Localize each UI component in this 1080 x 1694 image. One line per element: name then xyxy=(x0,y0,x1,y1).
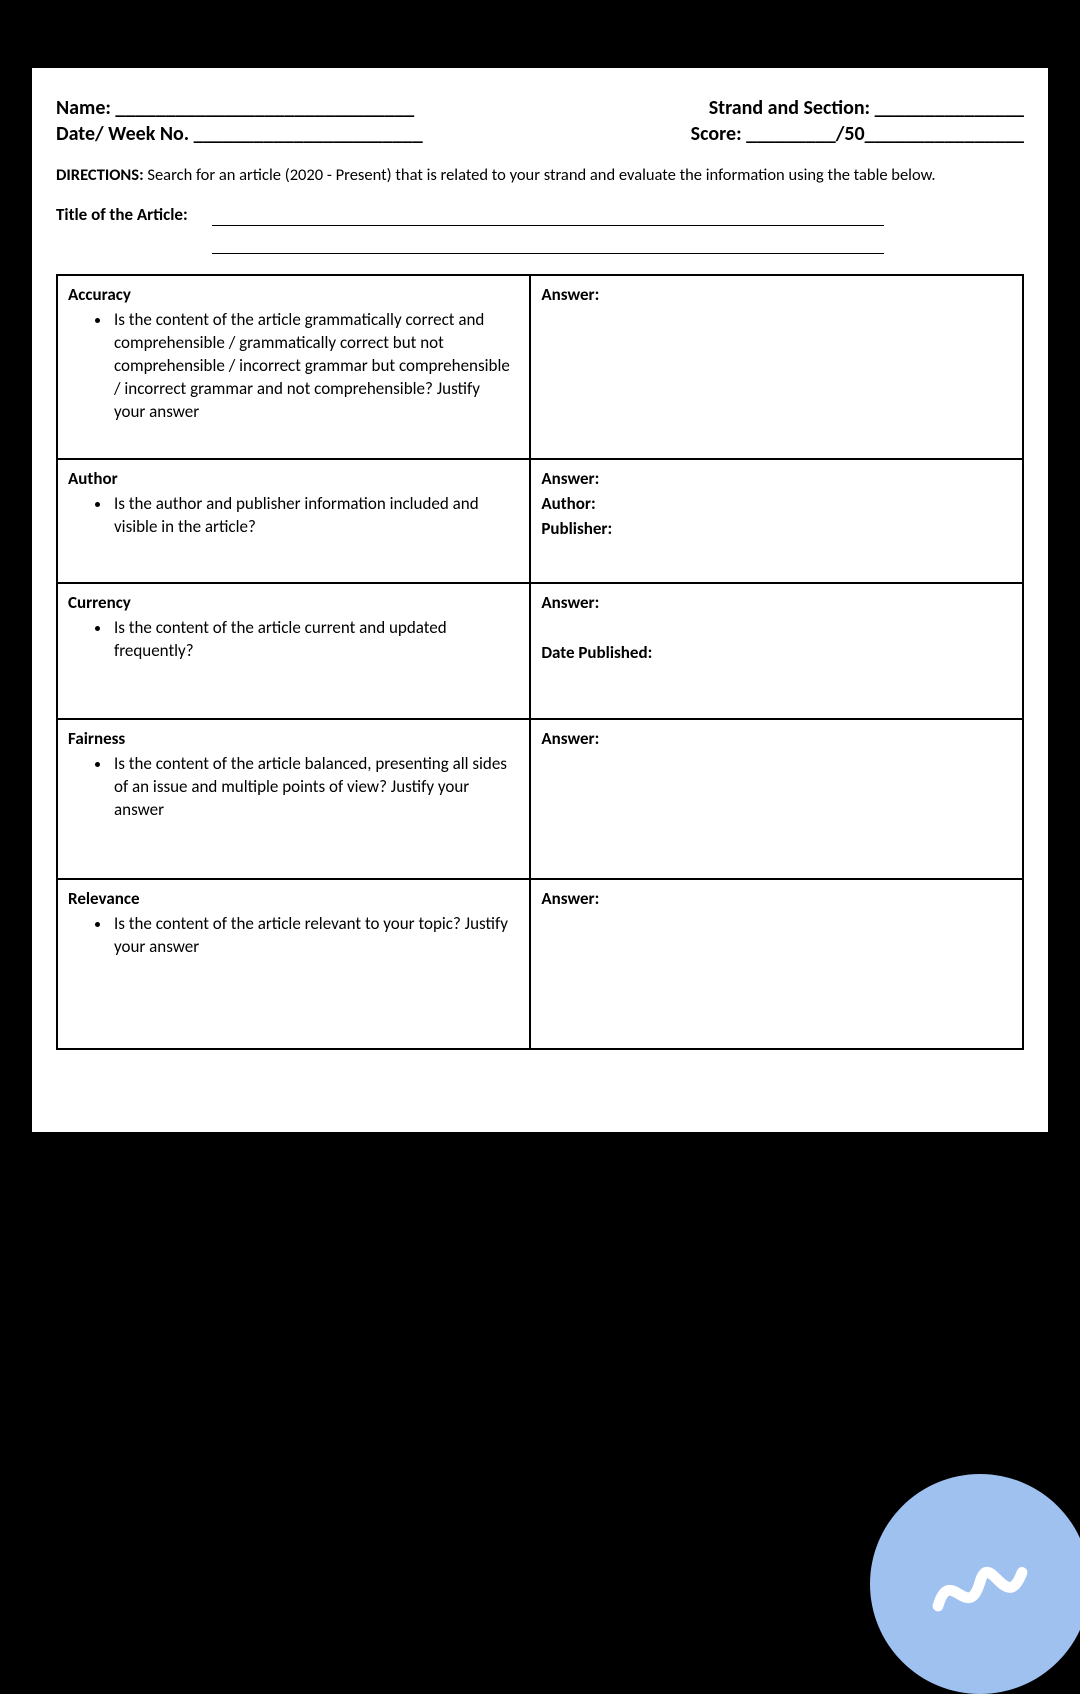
article-title-lines[interactable] xyxy=(212,204,1024,260)
criterion-title: Author xyxy=(68,468,519,491)
article-title-line-2[interactable] xyxy=(212,232,884,254)
scribble-badge xyxy=(870,1474,1080,1694)
criterion-question: Is the content of the article grammatica… xyxy=(112,309,519,424)
answer-cell[interactable]: Answer: Author: Publisher: xyxy=(530,459,1023,583)
article-title-label: Title of the Article: xyxy=(56,204,212,260)
criterion-question-list: Is the content of the article grammatica… xyxy=(68,309,519,424)
answer-label: Answer: xyxy=(541,284,599,305)
criterion-question-list: Is the content of the article balanced, … xyxy=(68,753,519,822)
criterion-question: Is the content of the article balanced, … xyxy=(112,753,519,822)
table-row: FairnessIs the content of the article ba… xyxy=(57,719,1023,879)
date-field[interactable]: Date/ Week No. _______________________ xyxy=(56,122,423,146)
criterion-cell: AuthorIs the author and publisher inform… xyxy=(57,459,530,583)
answer-label: Author: xyxy=(541,493,595,514)
answer-label: Publisher: xyxy=(541,518,612,539)
header-row-1: Name: ______________________________ Str… xyxy=(56,96,1024,120)
strand-field[interactable]: Strand and Section: _______________ xyxy=(709,96,1024,120)
worksheet-page: Name: ______________________________ Str… xyxy=(32,68,1048,1132)
criterion-question-list: Is the content of the article current an… xyxy=(68,617,519,663)
directions-body: Search for an article (2020 - Present) t… xyxy=(144,165,936,185)
criterion-question: Is the content of the article current an… xyxy=(112,617,519,663)
criterion-title: Accuracy xyxy=(68,284,519,307)
criterion-title: Currency xyxy=(68,592,519,615)
answer-label: Answer: xyxy=(541,728,599,749)
criterion-cell: FairnessIs the content of the article ba… xyxy=(57,719,530,879)
answer-label: Answer: xyxy=(541,592,599,613)
criterion-title: Fairness xyxy=(68,728,519,751)
criterion-question-list: Is the author and publisher information … xyxy=(68,493,519,539)
criterion-cell: CurrencyIs the content of the article cu… xyxy=(57,583,530,719)
criterion-cell: RelevanceIs the content of the article r… xyxy=(57,879,530,1049)
criterion-question-list: Is the content of the article relevant t… xyxy=(68,913,519,959)
answer-label: Answer: xyxy=(541,468,599,489)
table-row: AccuracyIs the content of the article gr… xyxy=(57,275,1023,459)
answer-cell[interactable]: Answer: xyxy=(530,879,1023,1049)
answer-cell[interactable]: Answer: xyxy=(530,719,1023,879)
criterion-question: Is the author and publisher information … xyxy=(112,493,519,539)
criterion-cell: AccuracyIs the content of the article gr… xyxy=(57,275,530,459)
criterion-title: Relevance xyxy=(68,888,519,911)
name-field[interactable]: Name: ______________________________ xyxy=(56,96,414,120)
answer-cell[interactable]: Answer: xyxy=(530,275,1023,459)
article-title-line-1[interactable] xyxy=(212,204,884,226)
answer-label: Answer: xyxy=(541,888,599,909)
directions-text: DIRECTIONS: Search for an article (2020 … xyxy=(56,164,1024,186)
table-row: AuthorIs the author and publisher inform… xyxy=(57,459,1023,583)
table-row: RelevanceIs the content of the article r… xyxy=(57,879,1023,1049)
evaluation-table: AccuracyIs the content of the article gr… xyxy=(56,274,1024,1050)
criterion-question: Is the content of the article relevant t… xyxy=(112,913,519,959)
article-title-row: Title of the Article: xyxy=(56,204,1024,260)
answer-cell[interactable]: Answer: Date Published: xyxy=(530,583,1023,719)
answer-label: Date Published: xyxy=(541,642,652,663)
scribble-icon xyxy=(920,1522,1040,1647)
header-row-2: Date/ Week No. _______________________ S… xyxy=(56,122,1024,146)
score-field[interactable]: Score: _________/50________________ xyxy=(691,122,1024,146)
directions-label: DIRECTIONS: xyxy=(56,165,144,185)
table-row: CurrencyIs the content of the article cu… xyxy=(57,583,1023,719)
